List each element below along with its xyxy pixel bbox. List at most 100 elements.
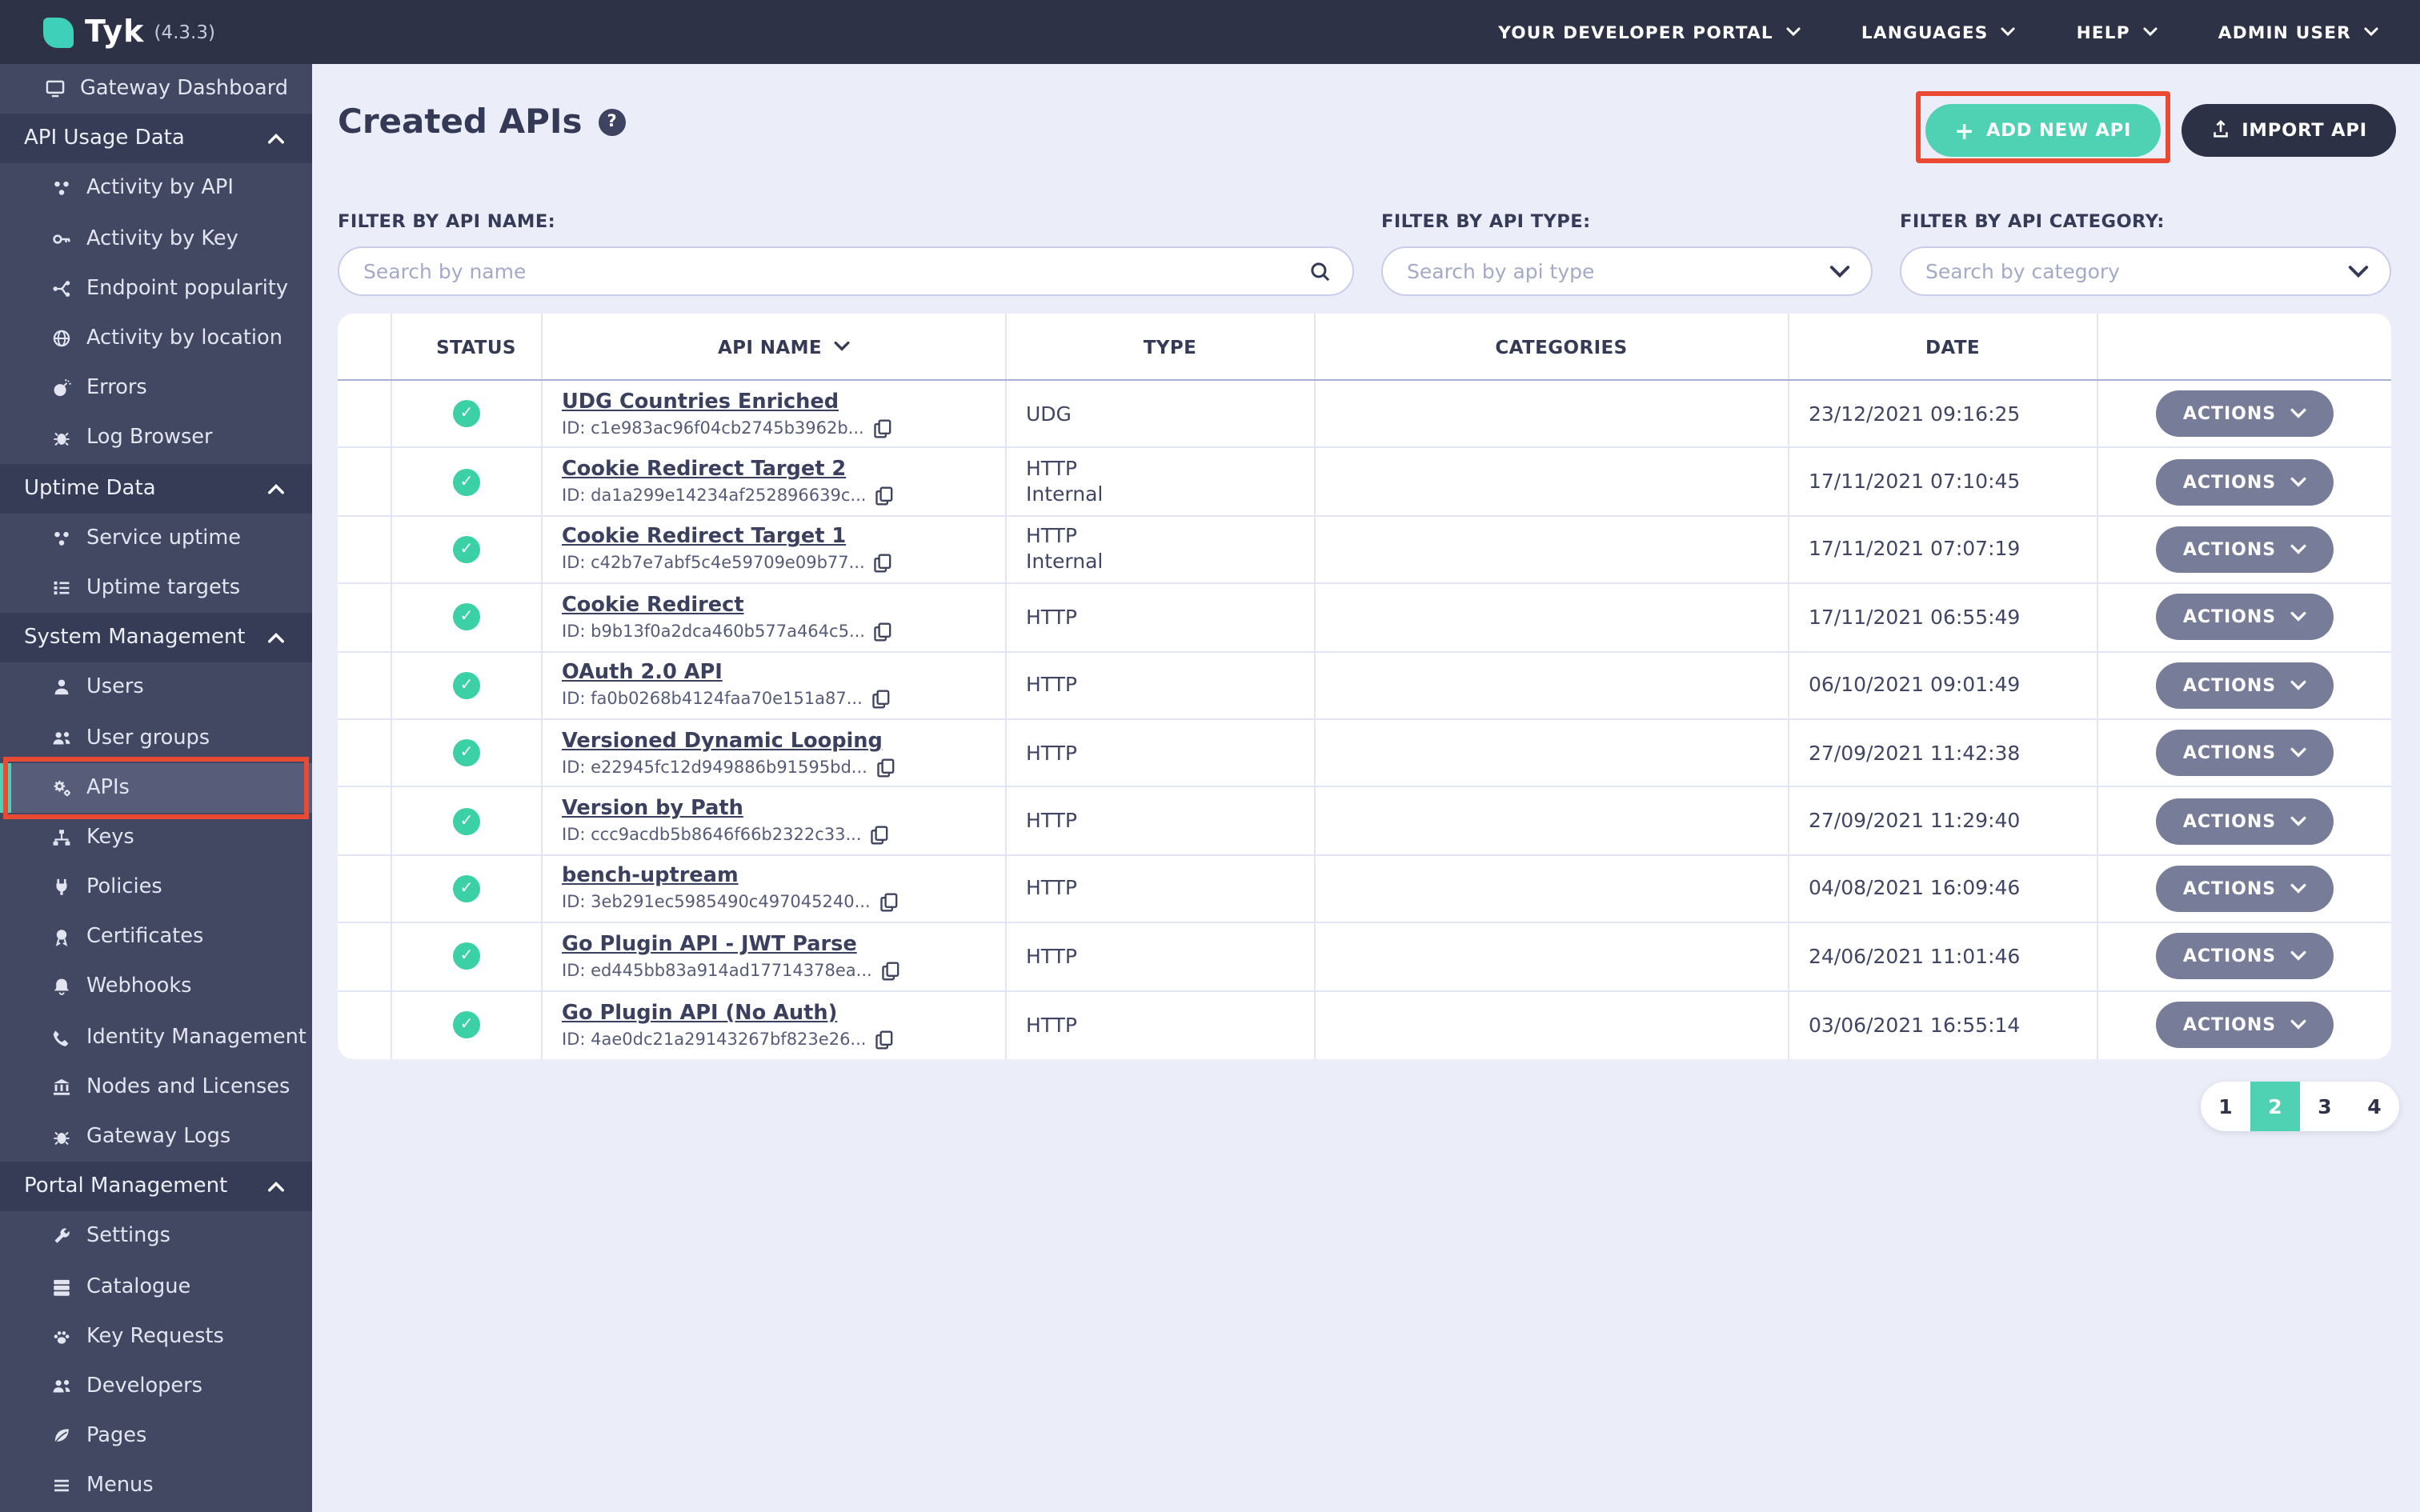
sidebar-item-nodes-and-licenses[interactable]: Nodes and Licenses <box>0 1062 312 1112</box>
sidebar-section-uptime-data[interactable]: Uptime Data <box>0 463 312 514</box>
page-button-4[interactable]: 4 <box>2367 1094 2382 1118</box>
categories-cell <box>1316 652 1789 718</box>
api-name-search-input[interactable] <box>339 259 1352 283</box>
api-type-select[interactable] <box>1383 259 1871 283</box>
sidebar-item-webhooks[interactable]: Webhooks <box>0 962 312 1012</box>
actions-button[interactable]: ACTIONS <box>2155 390 2334 438</box>
status-active-check-icon: ✓ <box>453 671 480 699</box>
status-cell: ✓ <box>392 787 543 854</box>
sidebar-item-service-uptime[interactable]: Service uptime <box>0 513 312 562</box>
sidebar-item-gateway-dashboard[interactable]: Gateway Dashboard <box>0 64 312 114</box>
sidebar-item-activity-by-api[interactable]: Activity by API <box>0 164 312 214</box>
copy-icon[interactable] <box>875 1030 893 1049</box>
sidebar-item-catalogue[interactable]: Catalogue <box>0 1262 312 1311</box>
actions-cell: ACTIONS <box>2098 720 2391 786</box>
sidebar-item-users[interactable]: Users <box>0 663 312 713</box>
chevron-up-icon <box>267 1181 285 1192</box>
actions-button[interactable]: ACTIONS <box>2155 662 2334 709</box>
actions-button[interactable]: ACTIONS <box>2155 1002 2334 1049</box>
chevron-down-icon <box>2290 544 2306 555</box>
sidebar-item-activity-by-location[interactable]: Activity by location <box>0 314 312 363</box>
api-name-cell: Version by Path ID: ccc9acdb5b8646f66b232… <box>543 787 1007 854</box>
api-name-link[interactable]: Go Plugin API (No Auth) <box>562 1001 838 1026</box>
sidebar-item-uptime-targets[interactable]: Uptime targets <box>0 563 312 613</box>
api-name-link[interactable]: Cookie Redirect Target 1 <box>562 525 847 550</box>
sidebar-section-api-usage-data[interactable]: API Usage Data <box>0 114 312 164</box>
filter-by-api-category: FILTER BY API CATEGORY: <box>1900 211 2391 296</box>
sidebar-section-portal-management[interactable]: Portal Management <box>0 1162 312 1212</box>
api-id: ID: 3eb291ec5985490c497045240... <box>562 894 1005 913</box>
sidebar-item-label: Developers <box>86 1374 202 1398</box>
actions-button[interactable]: ACTIONS <box>2155 865 2334 912</box>
server-icon <box>50 1275 72 1298</box>
table-row: ✓ Cookie Redirect ID: b9b13f0a2dca460b577a… <box>338 584 2391 653</box>
copy-icon[interactable] <box>874 554 892 574</box>
api-category-select[interactable] <box>1901 259 2390 283</box>
sidebar-section-system-management[interactable]: System Management <box>0 613 312 663</box>
sidebar-item-policies[interactable]: Policies <box>0 862 312 912</box>
copy-icon[interactable] <box>875 486 893 506</box>
copy-icon[interactable] <box>874 418 891 438</box>
sidebar-item-key-requests[interactable]: Key Requests <box>0 1311 312 1361</box>
copy-icon[interactable] <box>879 894 898 913</box>
api-name-link[interactable]: Versioned Dynamic Looping <box>562 729 883 754</box>
actions-button[interactable]: ACTIONS <box>2155 526 2334 573</box>
sidebar-item-errors[interactable]: Errors <box>0 363 312 413</box>
actions-button[interactable]: ACTIONS <box>2155 594 2334 641</box>
bars-icon <box>50 1475 72 1498</box>
date-cell: 17/11/2021 07:07:19 <box>1789 516 2098 583</box>
date-cell: 04/08/2021 16:09:46 <box>1789 855 2098 922</box>
status-cell: ✓ <box>392 719 543 786</box>
page-button-1[interactable]: 1 <box>2218 1094 2233 1118</box>
page-button-3[interactable]: 3 <box>2318 1094 2332 1118</box>
copy-icon[interactable] <box>877 758 895 777</box>
import-api-button[interactable]: IMPORT API <box>2181 104 2396 157</box>
copy-icon[interactable] <box>875 622 892 642</box>
column-header-blank-0 <box>338 314 392 379</box>
copy-icon[interactable] <box>872 690 890 710</box>
bug-icon <box>50 1126 72 1148</box>
help-icon[interactable]: ? <box>598 108 626 135</box>
api-name-cell: UDG Countries Enriched ID: c1e983ac96f04c… <box>543 381 1007 447</box>
api-name-link[interactable]: bench-uptream <box>562 864 739 889</box>
copy-icon[interactable] <box>871 826 889 845</box>
topbar-menu-your-developer-portal[interactable]: YOUR DEVELOPER PORTAL <box>1498 22 1801 42</box>
tyk-logo[interactable]: Tyk (4.3.3) <box>0 14 215 50</box>
add-new-api-button[interactable]: + ADD NEW API <box>1916 91 2170 163</box>
column-header-api-name[interactable]: API NAME <box>543 314 1007 379</box>
sidebar-item-identity-management[interactable]: Identity Management <box>0 1012 312 1062</box>
actions-button[interactable]: ACTIONS <box>2155 933 2334 980</box>
api-name-link[interactable]: Go Plugin API - JWT Parse <box>562 932 857 957</box>
sidebar-item-label: Key Requests <box>86 1324 224 1349</box>
sidebar-item-menus[interactable]: Menus <box>0 1462 312 1511</box>
sidebar-item-keys[interactable]: Keys <box>0 813 312 862</box>
copy-icon[interactable] <box>881 962 899 981</box>
paw-icon <box>50 1326 72 1348</box>
table-row: ✓ Version by Path ID: ccc9acdb5b8646f66b23… <box>338 787 2391 856</box>
sidebar-item-settings[interactable]: Settings <box>0 1212 312 1262</box>
api-name-cell: bench-uptream ID: 3eb291ec5985490c4970452… <box>543 855 1007 922</box>
actions-button[interactable]: ACTIONS <box>2155 798 2334 845</box>
api-name-link[interactable]: OAuth 2.0 API <box>562 661 723 686</box>
actions-button[interactable]: ACTIONS <box>2155 730 2334 777</box>
api-name-link[interactable]: Cookie Redirect Target 2 <box>562 458 847 482</box>
column-header-date: DATE <box>1789 314 2098 379</box>
page-button-2[interactable]: 2 <box>2250 1082 2300 1131</box>
actions-button[interactable]: ACTIONS <box>2155 458 2334 506</box>
api-name-link[interactable]: Cookie Redirect <box>562 593 744 618</box>
sidebar-item-user-groups[interactable]: User groups <box>0 713 312 762</box>
topbar-menu-help[interactable]: HELP <box>2077 22 2158 42</box>
sidebar-item-pages[interactable]: Pages <box>0 1411 312 1461</box>
sidebar-item-apis[interactable]: APIs <box>0 756 312 819</box>
topbar-menu-admin-user[interactable]: ADMIN USER <box>2218 22 2378 42</box>
topbar-menu-languages[interactable]: LANGUAGES <box>1861 22 2016 42</box>
sidebar-item-gateway-logs[interactable]: Gateway Logs <box>0 1112 312 1162</box>
sidebar-item-developers[interactable]: Developers <box>0 1362 312 1411</box>
sidebar-item-certificates[interactable]: Certificates <box>0 912 312 962</box>
filter-category-label: FILTER BY API CATEGORY: <box>1900 211 2165 232</box>
api-name-link[interactable]: Version by Path <box>562 797 743 822</box>
sidebar-item-endpoint-popularity[interactable]: Endpoint popularity <box>0 264 312 314</box>
api-name-link[interactable]: UDG Countries Enriched <box>562 390 839 414</box>
sidebar-item-activity-by-key[interactable]: Activity by Key <box>0 214 312 263</box>
sidebar-item-log-browser[interactable]: Log Browser <box>0 414 312 463</box>
